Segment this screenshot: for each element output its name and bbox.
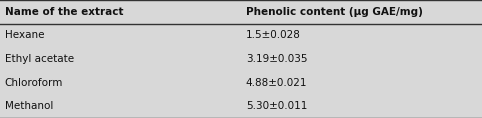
Text: 4.88±0.021: 4.88±0.021 [246, 78, 308, 88]
Text: Name of the extract: Name of the extract [5, 7, 123, 17]
Text: Phenolic content (µg GAE/mg): Phenolic content (µg GAE/mg) [246, 7, 423, 17]
Text: 5.30±0.011: 5.30±0.011 [246, 101, 307, 111]
Text: Chloroform: Chloroform [5, 78, 63, 88]
Text: Ethyl acetate: Ethyl acetate [5, 54, 74, 64]
Text: 1.5±0.028: 1.5±0.028 [246, 30, 301, 40]
Text: 3.19±0.035: 3.19±0.035 [246, 54, 308, 64]
Text: Methanol: Methanol [5, 101, 53, 111]
Text: Hexane: Hexane [5, 30, 44, 40]
